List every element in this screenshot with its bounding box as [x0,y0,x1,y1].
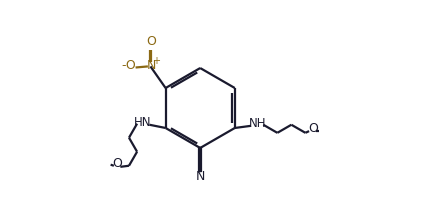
Text: NH: NH [249,117,266,130]
Text: O: O [112,157,122,170]
Text: HN: HN [134,116,151,129]
Text: O: O [146,35,156,48]
Text: O: O [308,122,318,135]
Text: -O: -O [122,59,136,72]
Text: +: + [152,56,160,66]
Text: N: N [195,170,205,183]
Text: N: N [146,59,156,72]
